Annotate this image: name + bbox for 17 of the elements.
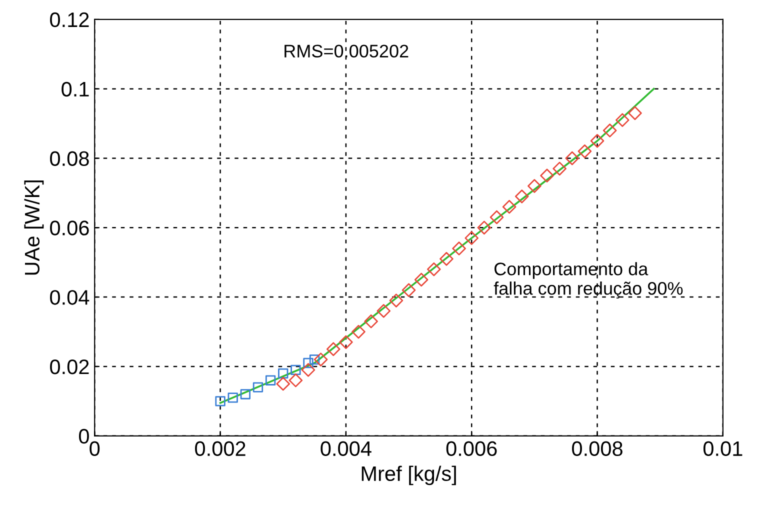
x-axis-title: Mref [kg/s] [362, 466, 456, 486]
x-tick-label: 0 [90, 441, 100, 456]
y-axis-title: UAe [W/K] [24, 180, 44, 275]
y-tick-label: 0.04 [50, 290, 90, 305]
x-tick-label: 0.01 [703, 441, 742, 456]
x-tick-label: 0.006 [446, 441, 497, 456]
y-tick-label: 0.06 [50, 220, 89, 236]
annotation: RMS=0.005202 [284, 44, 408, 58]
x-tick-label: 0.004 [320, 441, 372, 456]
annotation: Comportamento da falha com redução 90% [494, 262, 683, 298]
y-tick-label: 0 [78, 428, 89, 444]
y-tick-label: 0.02 [50, 359, 89, 374]
x-tick-label: 0.008 [572, 441, 622, 456]
y-tick-label: 0.12 [50, 12, 89, 28]
y-tick-label: 0.1 [62, 82, 89, 97]
x-tick-label: 0.002 [195, 441, 246, 456]
y-tick-label: 0.08 [50, 151, 89, 166]
